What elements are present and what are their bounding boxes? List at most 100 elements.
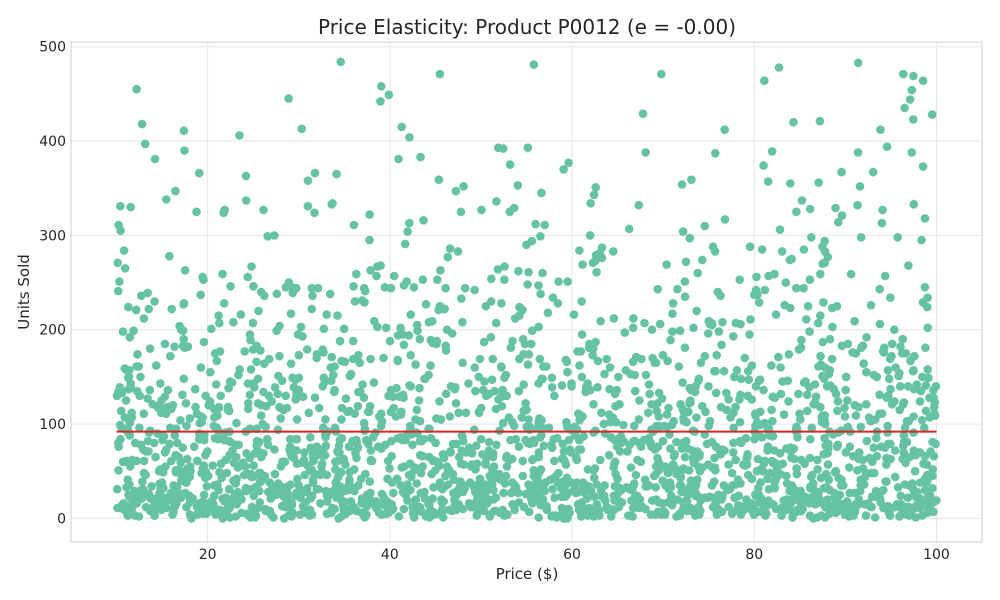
data-point (162, 503, 171, 513)
data-point (749, 500, 758, 510)
data-point (897, 509, 907, 518)
data-point (374, 442, 383, 452)
data-point (196, 363, 206, 372)
data-point (394, 512, 404, 521)
data-point (318, 423, 328, 433)
data-point (314, 484, 323, 494)
data-point (313, 283, 323, 293)
data-point (300, 448, 309, 457)
data-point (420, 494, 430, 503)
data-point (807, 470, 817, 480)
data-point (273, 389, 283, 399)
data-point (167, 404, 176, 414)
data-point (575, 435, 584, 445)
data-point (704, 382, 713, 391)
data-point (329, 370, 338, 380)
data-point (602, 354, 611, 364)
data-point (544, 423, 554, 433)
data-point (361, 435, 371, 445)
data-point (405, 381, 414, 390)
data-point (634, 200, 644, 210)
data-point (799, 378, 809, 387)
data-point (689, 323, 698, 333)
data-point (729, 408, 738, 418)
data-point (435, 397, 444, 406)
data-point (819, 298, 828, 307)
data-point (352, 435, 361, 445)
data-point (537, 188, 546, 198)
data-point (113, 286, 123, 296)
data-point (563, 277, 572, 286)
data-point (325, 289, 335, 299)
data-point (659, 421, 669, 431)
data-point (190, 384, 200, 394)
data-point (680, 292, 690, 302)
data-point (927, 110, 937, 119)
data-point (575, 361, 584, 370)
data-point (490, 386, 500, 396)
data-point (851, 411, 861, 420)
data-point (479, 489, 489, 499)
data-point (559, 165, 568, 174)
data-point (685, 504, 694, 514)
data-point (678, 378, 687, 387)
data-point (539, 441, 549, 451)
data-point (203, 507, 213, 517)
data-point (850, 400, 860, 410)
data-point (896, 491, 905, 501)
data-point (486, 333, 496, 342)
data-point (159, 483, 168, 493)
data-point (879, 485, 888, 495)
data-point (807, 233, 816, 242)
data-point (519, 350, 528, 359)
data-point (614, 372, 623, 382)
data-point (284, 94, 294, 103)
data-point (212, 356, 222, 366)
data-point (700, 351, 710, 361)
data-point (693, 475, 702, 485)
data-point (415, 502, 425, 512)
data-point (886, 384, 895, 394)
data-point (211, 380, 221, 389)
data-point (232, 452, 241, 462)
data-point (751, 285, 761, 295)
data-point (890, 325, 899, 335)
data-point (379, 353, 388, 363)
data-point (414, 396, 424, 405)
data-point (548, 484, 557, 494)
data-point (599, 419, 609, 429)
data-point (820, 363, 830, 372)
data-point (698, 463, 707, 472)
data-point (282, 403, 292, 413)
data-point (739, 505, 749, 515)
data-point (563, 367, 572, 377)
data-point (470, 285, 480, 295)
data-point (880, 271, 890, 281)
data-point (259, 387, 268, 397)
data-point (222, 468, 232, 478)
data-point (332, 169, 341, 179)
data-point (349, 282, 358, 291)
data-point (392, 383, 401, 393)
data-point (872, 433, 881, 443)
data-point (226, 282, 235, 291)
data-point (256, 287, 266, 297)
data-point (316, 499, 325, 508)
data-point (805, 453, 815, 463)
data-point (527, 339, 536, 349)
data-point (823, 449, 832, 458)
data-point (533, 423, 542, 433)
data-point (256, 411, 266, 420)
data-point (213, 411, 222, 420)
data-point (731, 455, 740, 465)
data-point (729, 423, 738, 433)
data-point (302, 483, 312, 493)
data-point (655, 319, 665, 329)
data-point (831, 389, 841, 399)
data-point (229, 317, 238, 327)
data-point (860, 500, 870, 509)
data-point (926, 447, 935, 456)
data-point (377, 416, 387, 426)
data-point (195, 429, 204, 438)
data-point (224, 484, 234, 494)
